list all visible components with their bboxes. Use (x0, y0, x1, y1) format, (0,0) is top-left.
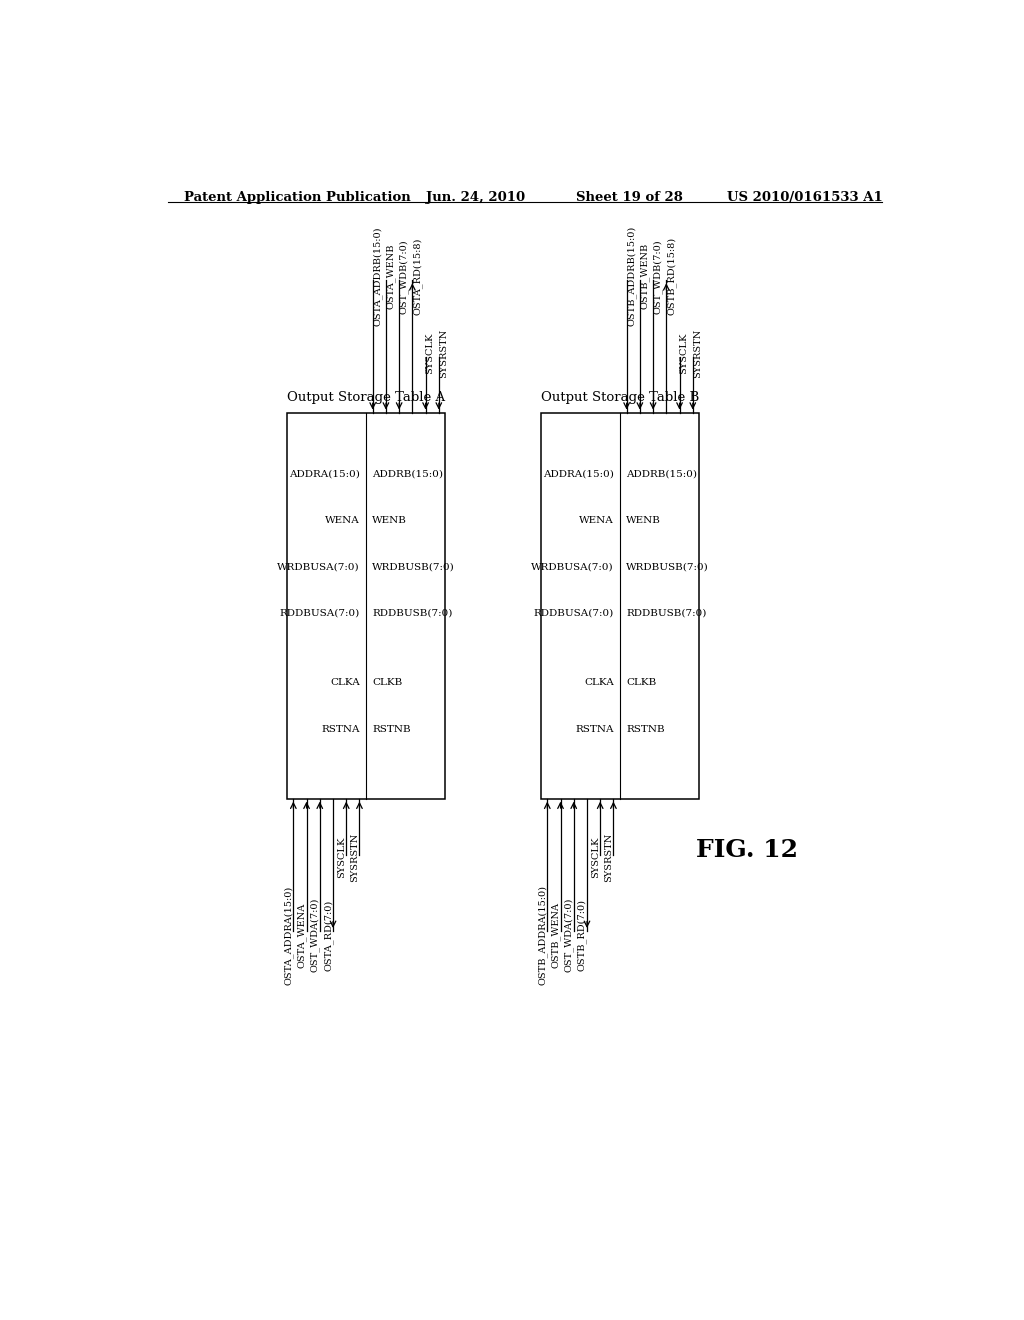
Text: OSTA_WENA: OSTA_WENA (297, 903, 306, 968)
Text: OSTA_ADDRB(15:0): OSTA_ADDRB(15:0) (373, 227, 383, 326)
Text: RSTNA: RSTNA (575, 725, 613, 734)
Text: OSTB_ADDRB(15:0): OSTB_ADDRB(15:0) (627, 226, 637, 326)
Text: SYSRSTN: SYSRSTN (604, 833, 613, 882)
Text: CLKB: CLKB (627, 678, 656, 688)
Text: ADDRB(15:0): ADDRB(15:0) (373, 470, 443, 479)
Text: FIG. 12: FIG. 12 (696, 838, 798, 862)
Text: OSTA_WENB: OSTA_WENB (386, 244, 395, 309)
Text: WRDBUSA(7:0): WRDBUSA(7:0) (531, 562, 613, 572)
Text: ADDRB(15:0): ADDRB(15:0) (627, 470, 697, 479)
Text: RSTNB: RSTNB (627, 725, 665, 734)
Text: SYSRSTN: SYSRSTN (693, 329, 701, 378)
Text: OSTB_WENB: OSTB_WENB (640, 243, 649, 309)
Text: SYSRSTN: SYSRSTN (439, 329, 447, 378)
Text: OSTA_ADDRA(15:0): OSTA_ADDRA(15:0) (284, 886, 293, 985)
Text: US 2010/0161533 A1: US 2010/0161533 A1 (727, 191, 883, 203)
Text: CLKA: CLKA (330, 678, 359, 688)
Text: RSTNB: RSTNB (373, 725, 411, 734)
Text: Sheet 19 of 28: Sheet 19 of 28 (577, 191, 683, 203)
Text: SYSCLK: SYSCLK (337, 837, 346, 878)
Text: ADDRA(15:0): ADDRA(15:0) (289, 470, 359, 479)
Text: Jun. 24, 2010: Jun. 24, 2010 (426, 191, 524, 203)
Bar (287, 412, 445, 799)
Text: OST_WDA(7:0): OST_WDA(7:0) (564, 898, 573, 972)
Text: WRDBUSB(7:0): WRDBUSB(7:0) (373, 562, 456, 572)
Text: RDDBUSA(7:0): RDDBUSA(7:0) (280, 609, 359, 618)
Text: OSTA_RD(15:8): OSTA_RD(15:8) (413, 238, 422, 315)
Text: Output Storage Table A: Output Storage Table A (287, 391, 445, 404)
Text: SYSCLK: SYSCLK (426, 333, 434, 375)
Text: SYSRSTN: SYSRSTN (350, 833, 359, 882)
Text: WENB: WENB (627, 516, 662, 525)
Bar (541, 412, 699, 799)
Text: OST_WDB(7:0): OST_WDB(7:0) (399, 239, 409, 314)
Text: CLKB: CLKB (373, 678, 402, 688)
Text: Patent Application Publication: Patent Application Publication (183, 191, 411, 203)
Text: RDDBUSB(7:0): RDDBUSB(7:0) (373, 609, 453, 618)
Text: WENB: WENB (373, 516, 408, 525)
Text: OST_WDA(7:0): OST_WDA(7:0) (310, 898, 319, 972)
Text: ADDRA(15:0): ADDRA(15:0) (543, 470, 613, 479)
Text: OSTB_RD(15:8): OSTB_RD(15:8) (667, 238, 676, 315)
Text: WRDBUSB(7:0): WRDBUSB(7:0) (627, 562, 710, 572)
Text: OST_WDB(7:0): OST_WDB(7:0) (653, 239, 663, 314)
Text: SYSCLK: SYSCLK (680, 333, 688, 375)
Text: OSTB_RD(7:0): OSTB_RD(7:0) (578, 899, 587, 972)
Text: RDDBUSA(7:0): RDDBUSA(7:0) (534, 609, 613, 618)
Text: WENA: WENA (579, 516, 613, 525)
Text: WRDBUSA(7:0): WRDBUSA(7:0) (278, 562, 359, 572)
Text: WENA: WENA (325, 516, 359, 525)
Text: CLKA: CLKA (584, 678, 613, 688)
Text: RSTNA: RSTNA (322, 725, 359, 734)
Text: OSTA_RD(7:0): OSTA_RD(7:0) (324, 899, 333, 970)
Text: OSTB_WENA: OSTB_WENA (551, 902, 560, 968)
Text: Output Storage Table B: Output Storage Table B (541, 391, 699, 404)
Text: RDDBUSB(7:0): RDDBUSB(7:0) (627, 609, 707, 618)
Text: OSTB_ADDRA(15:0): OSTB_ADDRA(15:0) (538, 884, 547, 985)
Text: SYSCLK: SYSCLK (591, 837, 600, 878)
